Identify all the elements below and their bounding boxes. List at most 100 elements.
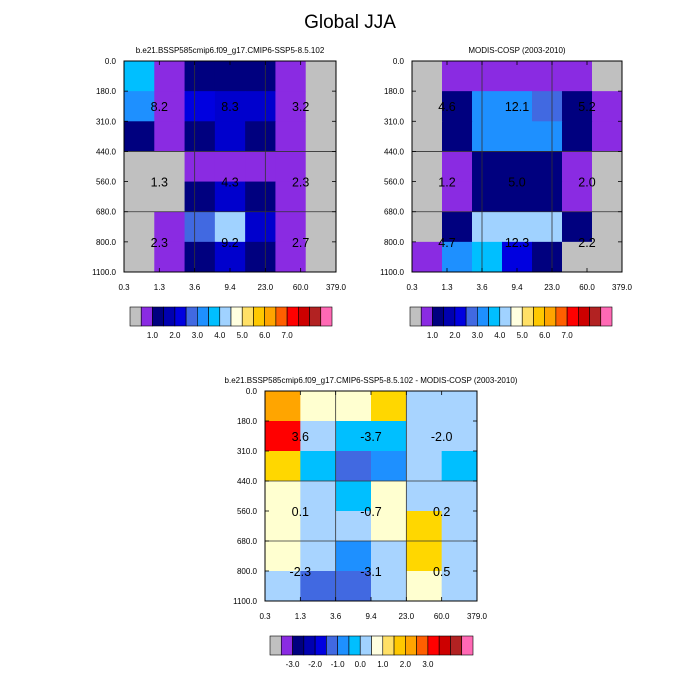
heatmap-cell	[441, 451, 478, 482]
heatmap-cell	[154, 181, 186, 213]
x-tick-label: 3.6	[189, 283, 201, 292]
colorbar-swatch	[152, 306, 164, 327]
colorbar-swatch	[405, 635, 417, 656]
colorbar-label: 6.0	[259, 331, 271, 340]
colorbar-swatch	[393, 635, 406, 656]
heatmap-cell	[412, 211, 443, 243]
colorbar-swatch	[510, 306, 523, 327]
heatmap-cell	[441, 541, 478, 572]
heatmap-cell	[562, 181, 593, 213]
colorbar-swatch	[280, 635, 293, 656]
group-value-label: 2.2	[578, 236, 595, 250]
heatmap-cell	[300, 511, 337, 542]
heatmap-cell	[184, 121, 216, 152]
x-tick-label: 60.0	[579, 283, 595, 292]
heatmap-cell	[184, 211, 216, 243]
colorbar-swatch	[140, 306, 153, 327]
colorbar-label: 6.0	[539, 331, 551, 340]
colorbar-swatch	[269, 635, 282, 656]
heatmap-cell	[335, 421, 372, 452]
heatmap-cell	[371, 391, 407, 422]
x-tick-label: 0.3	[406, 283, 418, 292]
heatmap-cell	[305, 151, 337, 183]
colorbar-swatch	[326, 635, 338, 656]
colorbar-label: 2.0	[449, 331, 461, 340]
heatmap-cell	[371, 541, 407, 572]
heatmap-cell	[154, 61, 186, 92]
panel-title: MODIS-COSP (2003-2010)	[468, 46, 566, 55]
heatmap-cell	[412, 151, 443, 183]
heatmap-cell	[592, 211, 623, 243]
heatmap-cell	[532, 121, 563, 152]
heatmap-cell	[275, 241, 307, 273]
heatmap-cell	[472, 91, 503, 122]
y-tick-label: 310.0	[237, 447, 258, 456]
heatmap-cell	[592, 91, 623, 122]
colorbar-swatch	[420, 306, 433, 327]
colorbar-label: 4.0	[214, 331, 226, 340]
heatmap-cell	[265, 541, 301, 572]
colorbar-swatch	[174, 306, 187, 327]
y-tick-label: 0.0	[105, 57, 117, 66]
heatmap-cell	[442, 211, 473, 243]
heatmap-cell	[371, 571, 407, 602]
group-value-label: -3.1	[360, 565, 382, 579]
y-tick-label: 1100.0	[92, 268, 116, 277]
heatmap-cell	[335, 481, 372, 512]
heatmap-cell	[442, 151, 473, 183]
heatmap-cell	[406, 391, 443, 422]
heatmap-cell	[502, 91, 533, 122]
x-tick-label: 1.3	[441, 283, 453, 292]
heatmap-cell	[592, 61, 623, 92]
colorbar-swatch	[465, 306, 478, 327]
x-tick-label: 379.0	[467, 612, 488, 621]
heatmap-cell	[124, 91, 155, 122]
group-value-label: 12.1	[505, 100, 529, 114]
y-tick-label: 560.0	[96, 178, 117, 187]
x-tick-label: 0.3	[118, 283, 130, 292]
panel-title: b.e21.BSSP585cmip6.f09_g17.CMIP6-SSP5-8.…	[136, 46, 325, 55]
heatmap-cell	[245, 181, 276, 213]
colorbar-swatch	[416, 635, 429, 656]
heatmap-cell	[124, 211, 155, 243]
heatmap-cell	[442, 61, 473, 92]
group-value-label: -3.7	[360, 430, 382, 444]
heatmap-cell	[265, 451, 301, 482]
colorbar-label: 0.0	[355, 660, 367, 669]
colorbar-swatch	[320, 306, 333, 327]
heatmap-cell	[184, 181, 216, 213]
heatmap-cell	[154, 151, 186, 183]
heatmap-cell	[265, 571, 301, 602]
heatmap-cell	[441, 481, 478, 512]
colorbar-swatch	[382, 635, 395, 656]
x-tick-label: 1.3	[154, 283, 166, 292]
heatmap-cell	[371, 511, 407, 542]
colorbar-swatch	[348, 635, 361, 656]
heatmap-cell	[335, 391, 372, 422]
group-value-label: -2.3	[290, 565, 312, 579]
group-value-label: 2.3	[151, 236, 168, 250]
colorbar-swatch	[371, 635, 384, 656]
heatmap-cell	[265, 481, 301, 512]
heatmap-cell	[275, 61, 307, 92]
x-tick-label: 9.4	[511, 283, 523, 292]
heatmap-cell	[184, 91, 216, 122]
colorbar-swatch	[314, 635, 327, 656]
colorbar-label: 2.0	[169, 331, 181, 340]
group-value-label: 0.2	[433, 505, 450, 519]
group-value-label: 4.7	[438, 236, 455, 250]
colorbar-swatch	[286, 306, 299, 327]
colorbar-label: 5.0	[237, 331, 249, 340]
heatmap-cell	[305, 91, 337, 122]
group-value-label: 3.6	[292, 430, 309, 444]
heatmap-cell	[214, 181, 246, 213]
colorbar-swatch	[241, 306, 254, 327]
colorbar-swatch	[600, 306, 613, 327]
x-tick-label: 60.0	[434, 612, 450, 621]
heatmap-cell	[214, 91, 246, 122]
colorbar-label: -3.0	[286, 660, 300, 669]
group-value-label: 2.3	[292, 176, 309, 190]
group-value-label: 8.3	[221, 100, 238, 114]
group-value-label: 5.2	[578, 100, 595, 114]
x-tick-label: 9.4	[365, 612, 377, 621]
